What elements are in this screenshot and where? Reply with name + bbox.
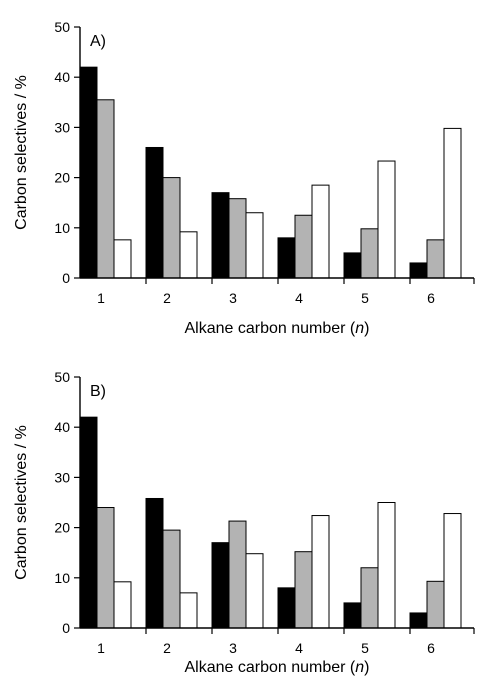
bar-n4-series1	[277, 587, 296, 629]
y-tick-label: 0	[62, 620, 70, 636]
bar-n4-series2	[294, 214, 313, 279]
bar-n2-series2	[162, 529, 181, 629]
y-tick-label: 10	[54, 220, 70, 236]
x-axis-title: Alkane carbon number (n)	[185, 320, 370, 337]
x-tick-label: 5	[361, 640, 369, 656]
x-axis-title: Alkane carbon number (n)	[185, 659, 370, 676]
x-tick-label: 5	[361, 290, 369, 306]
x-tick-label: 1	[97, 640, 105, 656]
bar-n3-series2	[228, 198, 247, 279]
bar-n3-series2	[228, 520, 247, 629]
y-tick-label: 0	[62, 270, 70, 286]
bar-n1-series2	[96, 99, 115, 279]
x-tick-label: 2	[163, 290, 171, 306]
bar-n5-series3	[377, 160, 396, 279]
bar-n4-series3	[311, 515, 330, 629]
bar-n5-series1	[343, 252, 362, 279]
chart-panel-b: 0 10 20 30 40 50 1 2 3 4 5 6 Alkane carbon number (n…	[13, 369, 475, 676]
bar-n5-series2	[360, 567, 379, 629]
bar-n6-series1	[409, 612, 428, 629]
bar-n1-series3	[113, 239, 132, 279]
bar-n3-series1	[211, 192, 230, 279]
bar-n6-series2	[426, 239, 445, 279]
bar-n3-series1	[211, 542, 230, 629]
bar-n5-series2	[360, 228, 379, 279]
bar-n6-series2	[426, 580, 445, 629]
bar-n2-series3	[179, 592, 198, 629]
y-axis-title: Carbon selectives / %	[13, 425, 30, 580]
y-tick-label: 30	[54, 119, 70, 135]
y-tick-label: 40	[54, 69, 70, 85]
bar-n3-series3	[245, 212, 264, 279]
bar-n6-series3	[443, 127, 462, 279]
panel-label: B)	[90, 383, 106, 400]
y-axis-title: Carbon selectives / %	[13, 75, 30, 230]
bar-n4-series2	[294, 551, 313, 629]
bar-n6-series1	[409, 262, 428, 279]
x-tick-label: 1	[97, 290, 105, 306]
y-tick-label: 50	[54, 369, 70, 385]
y-tick-label: 50	[54, 19, 70, 35]
bar-n5-series1	[343, 602, 362, 629]
y-tick-label: 20	[54, 520, 70, 536]
bar-n4-series3	[311, 184, 330, 279]
bar-n2-series1	[145, 497, 164, 629]
x-tick-label: 4	[295, 290, 303, 306]
panel-label: A)	[90, 33, 106, 50]
y-tick-label: 10	[54, 570, 70, 586]
x-tick-label: 6	[427, 290, 435, 306]
x-tick-label: 2	[163, 640, 171, 656]
y-tick-label: 20	[54, 170, 70, 186]
bar-n2-series1	[145, 146, 164, 279]
bar-n5-series3	[377, 502, 396, 629]
bar-n1-series3	[113, 581, 132, 629]
bar-n1-series2	[96, 507, 115, 629]
y-tick-label: 40	[54, 419, 70, 435]
bar-n6-series3	[443, 513, 462, 629]
bar-n1-series1	[79, 416, 98, 629]
x-tick-label: 4	[295, 640, 303, 656]
x-tick-label: 3	[229, 290, 237, 306]
x-tick-label: 3	[229, 640, 237, 656]
bar-n2-series3	[179, 231, 198, 279]
bar-n2-series2	[162, 177, 181, 279]
y-tick-label: 30	[54, 469, 70, 485]
chart-panel-a: 0 10 20 30 40 50 1 2 3 4 5 6 Alkane carbon number (n…	[13, 19, 475, 337]
bar-n1-series1	[79, 66, 98, 279]
x-tick-label: 6	[427, 640, 435, 656]
bar-n4-series1	[277, 237, 296, 279]
bar-n3-series3	[245, 553, 264, 629]
